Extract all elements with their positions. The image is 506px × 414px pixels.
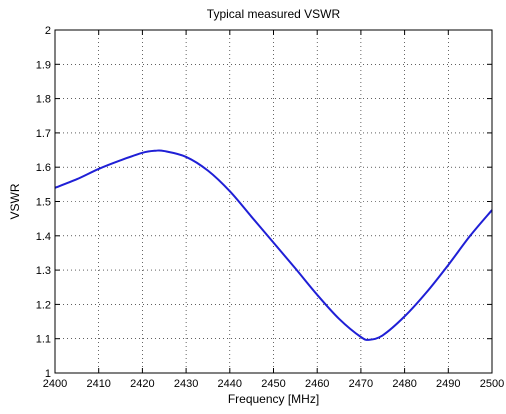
y-tick-label: 1.1 — [36, 334, 51, 346]
axis-ticks — [54, 29, 493, 374]
y-tick-label: 1 — [45, 368, 51, 380]
y-tick-label: 1.8 — [36, 94, 51, 106]
x-tick-label: 2450 — [261, 378, 285, 390]
y-tick-label: 1.2 — [36, 299, 51, 311]
x-tick-label: 2480 — [392, 378, 416, 390]
x-tick-label: 2440 — [218, 378, 242, 390]
tick-labels: 2400 2410 2420 2430 2440 2450 2460 2470 2480 2490… — [36, 25, 505, 390]
chart-title: Typical measured VSWR — [207, 7, 341, 21]
y-tick-label: 1.4 — [36, 231, 51, 243]
series-line-vswr — [54, 149, 493, 341]
y-tick-label: 1.7 — [36, 128, 51, 140]
x-axis-label: Frequency [MHz] — [228, 392, 319, 406]
y-tick-label: 1.9 — [36, 59, 51, 71]
y-tick-label: 1.6 — [36, 162, 51, 174]
plot-frame — [54, 29, 493, 374]
x-tick-label: 2490 — [436, 378, 460, 390]
x-tick-label: 2410 — [86, 378, 110, 390]
x-tick-label: 2420 — [130, 378, 154, 390]
y-tick-label: 1.3 — [36, 265, 51, 277]
y-tick-label: 1.5 — [36, 197, 51, 209]
x-tick-label: 2470 — [349, 378, 373, 390]
x-tick-label: 2500 — [480, 378, 504, 390]
plot-background — [55, 30, 492, 373]
x-tick-label: 2400 — [43, 378, 67, 390]
x-tick-label: 2460 — [305, 378, 329, 390]
y-axis-label: VSWR — [8, 183, 22, 219]
x-tick-label: 2430 — [174, 378, 198, 390]
y-tick-label: 2 — [45, 25, 51, 37]
grid — [55, 30, 492, 373]
